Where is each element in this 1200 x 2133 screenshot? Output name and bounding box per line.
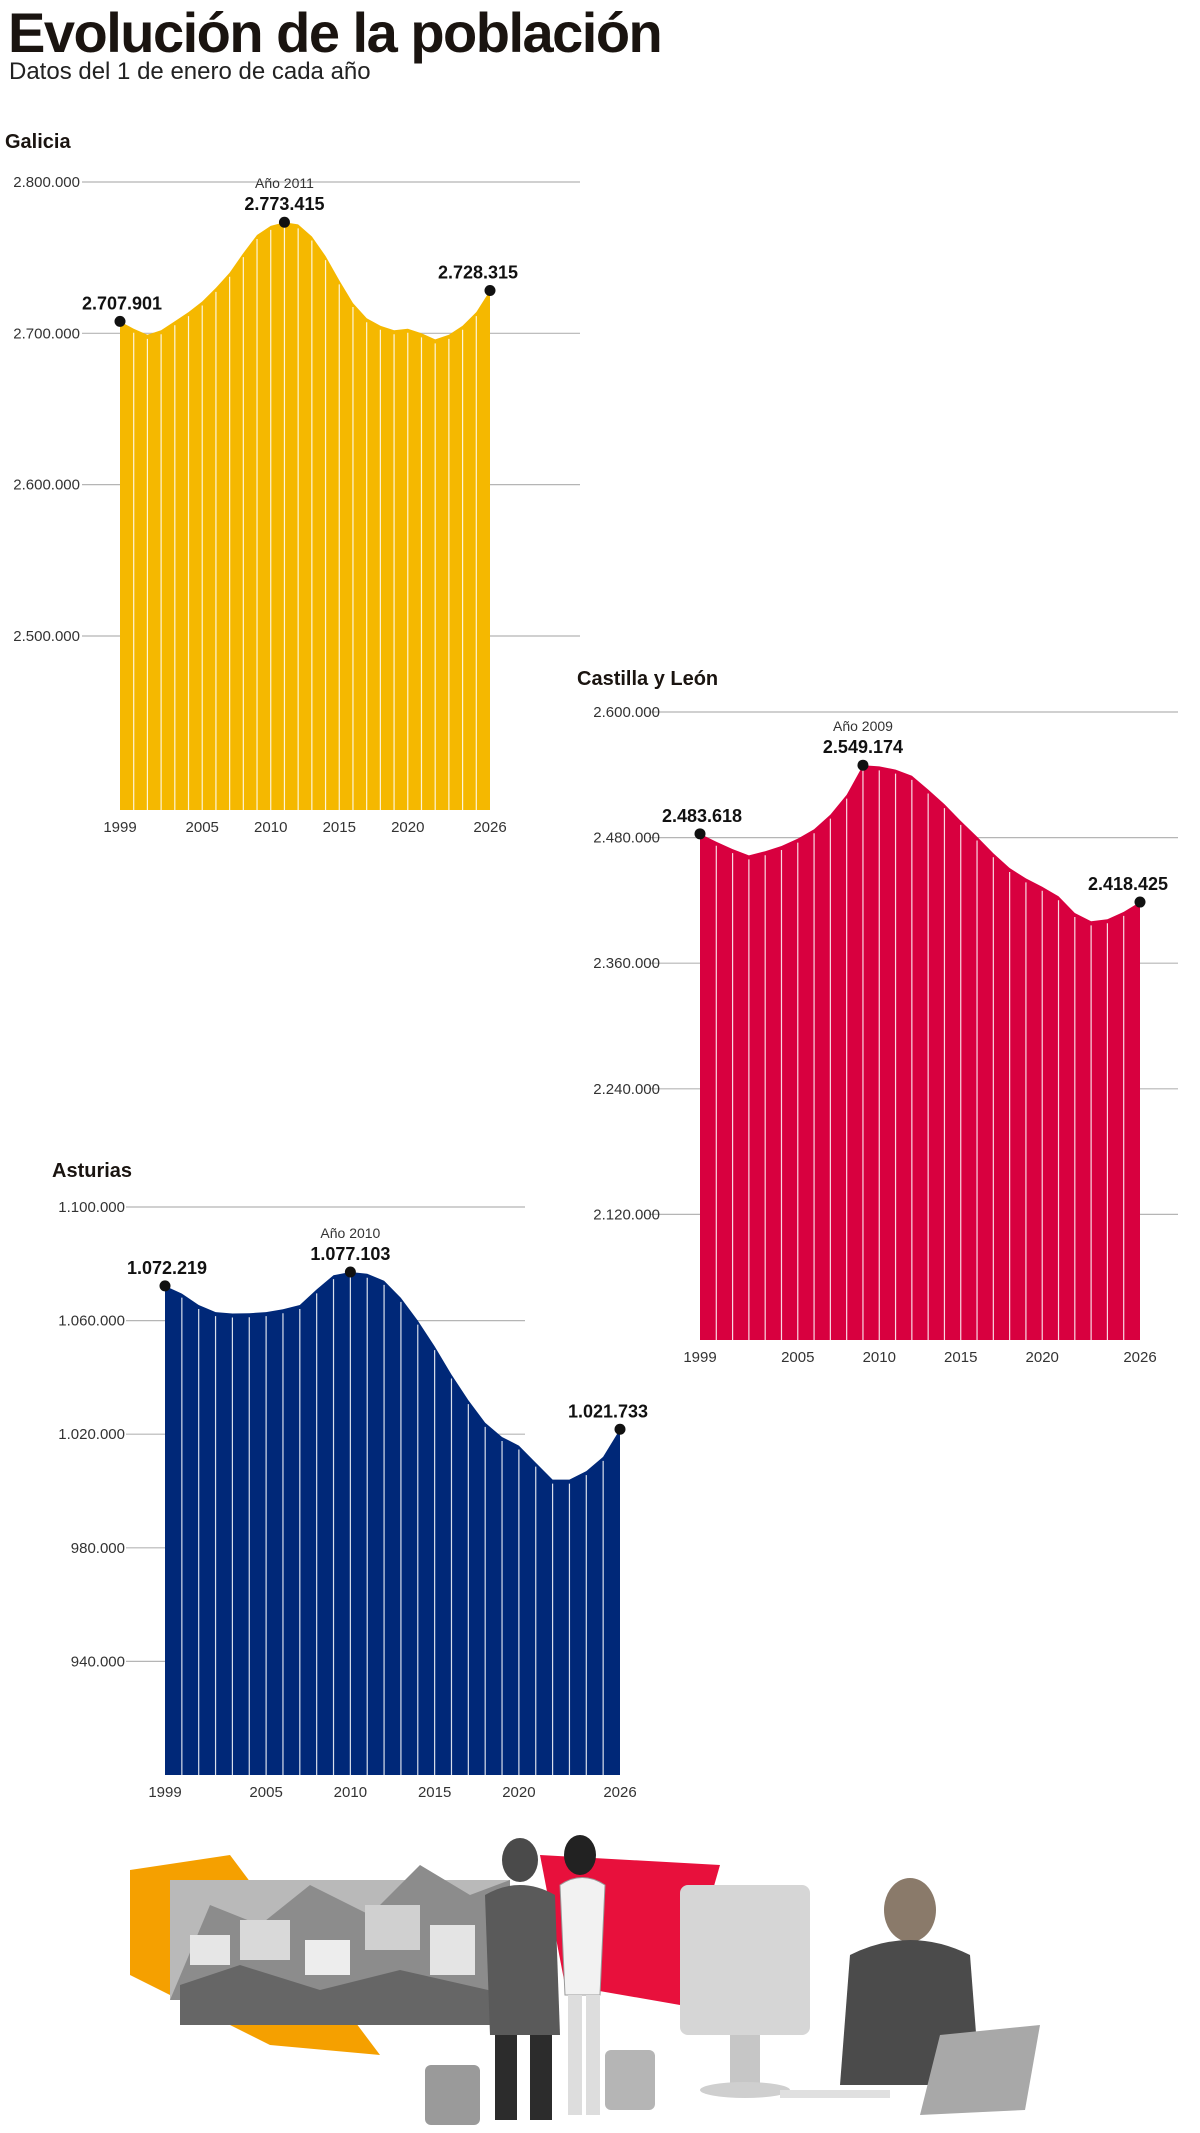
x-tick-label: 1999	[103, 819, 136, 836]
x-tick-label: 2005	[186, 819, 219, 836]
highlight-point	[278, 216, 290, 228]
highlight-point	[857, 759, 869, 771]
chart-title: Galicia	[5, 131, 71, 153]
value-label: 2.707.901	[82, 293, 162, 313]
highlight-point	[159, 1280, 171, 1292]
y-tick-label: 2.360.000	[593, 955, 660, 972]
y-tick-label: 2.800.000	[13, 174, 80, 191]
x-tick-label: 2026	[1123, 1349, 1156, 1366]
value-label: 2.728.315	[438, 262, 518, 282]
x-tick-label: 2020	[502, 1784, 535, 1801]
y-tick-label: 1.020.000	[58, 1426, 125, 1443]
people-village-photo-collage	[130, 1835, 1040, 2125]
y-tick-label: 2.120.000	[593, 1206, 660, 1223]
x-tick-label: 2015	[323, 819, 356, 836]
highlight-point	[694, 828, 706, 840]
year-note-label: Año 2011	[255, 175, 314, 191]
x-tick-label: 2005	[249, 1784, 282, 1801]
highlight-point	[1134, 896, 1146, 908]
year-note-label: Año 2010	[320, 1225, 380, 1241]
y-tick-label: 2.600.000	[593, 704, 660, 721]
area-series	[165, 1272, 620, 1775]
x-tick-label: 2010	[334, 1784, 367, 1801]
x-tick-label: 2015	[944, 1349, 977, 1366]
man-at-laptop-illustration	[840, 1878, 1040, 2115]
x-tick-label: 2010	[863, 1349, 896, 1366]
x-tick-label: 2005	[781, 1349, 814, 1366]
travelers-illustration	[425, 1835, 655, 2125]
computer-illustration	[680, 1885, 890, 2098]
highlight-point	[114, 315, 126, 327]
x-tick-label: 2026	[603, 1784, 636, 1801]
area-series	[700, 765, 1140, 1340]
chart-title: Castilla y León	[577, 668, 718, 690]
chart-castilla-y-leon: Castilla y León 2.120.000 2.240.000 2.360.0…	[577, 668, 1178, 1366]
y-tick-label: 2.500.000	[13, 628, 80, 645]
page-title: Evolución de la población	[8, 1, 663, 64]
chart-galicia: Galicia 2.500.000 2.600.000 2.700.000 2.800.…	[5, 131, 580, 836]
y-tick-label: 2.480.000	[593, 830, 660, 847]
value-label: 2.773.415	[244, 194, 324, 214]
value-label: 2.418.425	[1088, 874, 1168, 894]
page-subtitle: Datos del 1 de enero de cada año	[9, 58, 371, 85]
area-series	[120, 222, 490, 810]
y-tick-label: 1.060.000	[58, 1313, 125, 1330]
village-photo-illustration	[170, 1865, 510, 2025]
x-tick-label: 1999	[148, 1784, 181, 1801]
highlight-point	[344, 1266, 356, 1278]
value-label: 2.549.174	[823, 737, 903, 757]
y-tick-label: 940.000	[71, 1653, 125, 1670]
x-tick-label: 2020	[1026, 1349, 1059, 1366]
y-tick-label: 980.000	[71, 1540, 125, 1557]
value-label: 1.021.733	[568, 1401, 648, 1421]
chart-asturias: Asturias 940.000 980.000 1.020.000 1.060.000…	[52, 1160, 648, 1801]
y-tick-label: 2.700.000	[13, 325, 80, 342]
y-tick-label: 1.100.000	[58, 1199, 125, 1216]
x-tick-label: 2010	[254, 819, 287, 836]
y-tick-label: 2.600.000	[13, 477, 80, 494]
x-tick-label: 2026	[473, 819, 506, 836]
value-label: 1.077.103	[310, 1244, 390, 1264]
highlight-point	[614, 1423, 626, 1435]
value-label: 2.483.618	[662, 806, 742, 826]
highlight-point	[484, 284, 496, 296]
chart-title: Asturias	[52, 1160, 132, 1182]
y-tick-label: 2.240.000	[593, 1081, 660, 1098]
value-label: 1.072.219	[127, 1258, 207, 1278]
x-tick-label: 1999	[683, 1349, 716, 1366]
year-note-label: Año 2009	[833, 718, 893, 734]
x-tick-label: 2020	[391, 819, 424, 836]
x-tick-label: 2015	[418, 1784, 451, 1801]
